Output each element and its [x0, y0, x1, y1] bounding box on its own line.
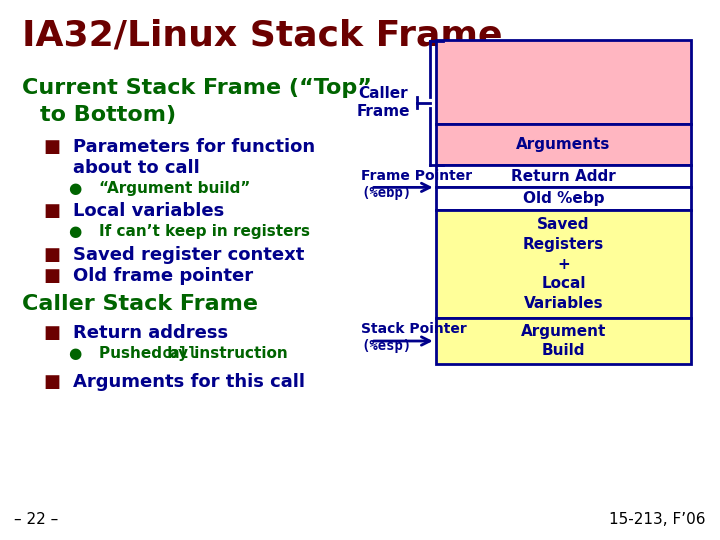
Bar	[436, 187, 691, 210]
Text: about to call: about to call	[73, 159, 200, 177]
Text: Caller Stack Frame: Caller Stack Frame	[22, 294, 258, 314]
Bar	[436, 210, 691, 318]
Text: Return Addr: Return Addr	[511, 168, 616, 184]
Text: IA32/Linux Stack Frame: IA32/Linux Stack Frame	[22, 19, 502, 53]
Text: (%ebp): (%ebp)	[361, 186, 412, 200]
Text: Return address: Return address	[73, 324, 228, 342]
Text: Old frame pointer: Old frame pointer	[73, 267, 253, 285]
Text: Caller
Frame: Caller Frame	[356, 86, 410, 119]
Bar	[436, 40, 691, 124]
Text: ●: ●	[68, 224, 81, 239]
Text: Saved register context: Saved register context	[73, 246, 305, 264]
Text: 15-213, F’06: 15-213, F’06	[609, 511, 706, 526]
Bar	[436, 124, 691, 165]
Text: ■: ■	[43, 202, 60, 220]
Text: ■: ■	[43, 246, 60, 264]
Text: call: call	[162, 346, 199, 361]
Bar	[436, 165, 691, 187]
Text: Arguments: Arguments	[516, 137, 611, 152]
Text: Current Stack Frame (“Top”: Current Stack Frame (“Top”	[22, 78, 372, 98]
Text: Parameters for function: Parameters for function	[73, 138, 315, 156]
Text: If can’t keep in registers: If can’t keep in registers	[99, 224, 310, 239]
Text: “Argument build”: “Argument build”	[99, 181, 250, 196]
Text: Arguments for this call: Arguments for this call	[73, 373, 305, 390]
Text: ■: ■	[43, 324, 60, 342]
Text: ■: ■	[43, 373, 60, 390]
Text: ■: ■	[43, 267, 60, 285]
Text: Argument
Build: Argument Build	[521, 323, 606, 359]
Text: ■: ■	[43, 138, 60, 156]
Text: – 22 –: – 22 –	[14, 511, 58, 526]
Text: instruction: instruction	[189, 346, 288, 361]
Text: Saved
Registers
+
Local
Variables: Saved Registers + Local Variables	[523, 217, 604, 311]
Text: Old %ebp: Old %ebp	[523, 191, 604, 206]
Text: ●: ●	[68, 181, 81, 196]
Text: Stack Pointer: Stack Pointer	[361, 322, 467, 336]
Text: Frame Pointer: Frame Pointer	[361, 168, 472, 183]
Text: Local variables: Local variables	[73, 202, 225, 220]
Bar	[436, 318, 691, 364]
Text: to Bottom): to Bottom)	[40, 105, 176, 125]
Text: Pushed by: Pushed by	[99, 346, 193, 361]
Text: ●: ●	[68, 346, 81, 361]
Text: (%esp): (%esp)	[361, 340, 412, 353]
